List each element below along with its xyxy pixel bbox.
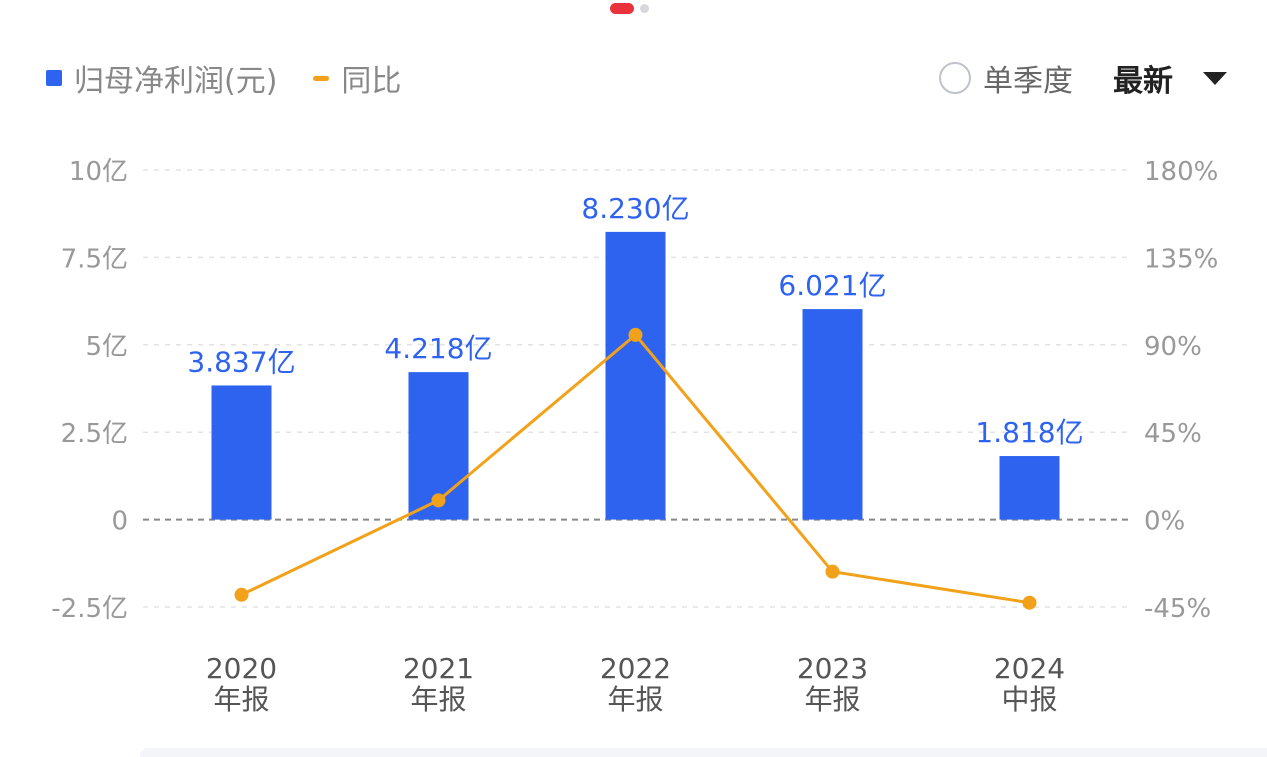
page-dot	[640, 4, 649, 13]
left-axis-tick-label: 10亿	[69, 157, 128, 187]
period-select[interactable]: 最新	[1113, 64, 1173, 99]
right-axis-tick-label: -45%	[1144, 594, 1211, 624]
bar	[211, 385, 272, 520]
bar-data-label: 4.218亿	[384, 332, 492, 365]
page-dot-active	[610, 3, 634, 14]
left-axis-tick-label: 7.5亿	[61, 244, 128, 274]
right-axis-tick-label: 45%	[1144, 419, 1202, 449]
yoy-point	[628, 327, 643, 342]
bar-data-label: 3.837亿	[187, 345, 295, 378]
bar-legend-swatch	[46, 70, 62, 86]
yoy-point	[1022, 595, 1037, 610]
bar-legend-label: 归母净利润(元)	[74, 64, 278, 99]
left-axis-tick-label: 2.5亿	[61, 419, 128, 449]
bottom-panel-edge	[140, 748, 1267, 757]
x-axis-tick-label: 2022 年报	[600, 652, 671, 716]
bar	[999, 456, 1060, 520]
radio-icon[interactable]	[939, 62, 971, 94]
left-axis-tick-label: 0	[111, 507, 128, 537]
chart-controls: 单季度 最新	[939, 56, 1227, 100]
yoy-point	[431, 493, 446, 508]
right-axis-tick-label: 135%	[1144, 244, 1218, 274]
left-axis-tick-label: -2.5亿	[51, 594, 128, 624]
caret-down-icon[interactable]	[1203, 71, 1227, 85]
single-quarter-toggle[interactable]: 单季度	[983, 64, 1073, 99]
right-axis-tick-label: 180%	[1144, 157, 1218, 187]
x-axis-tick-label: 2024 中报	[994, 652, 1065, 716]
bar-data-label: 8.230亿	[581, 192, 689, 225]
line-legend-label: 同比	[341, 64, 402, 99]
yoy-point	[234, 587, 249, 602]
bar	[605, 231, 666, 520]
right-axis-tick-label: 0%	[1144, 507, 1185, 537]
x-axis-tick-label: 2023 年报	[797, 652, 868, 716]
left-axis-tick-label: 5亿	[85, 332, 128, 362]
bar-data-label: 6.021亿	[778, 269, 886, 302]
page-indicator	[610, 3, 649, 14]
bar-data-label: 1.818亿	[975, 416, 1083, 449]
line-legend-swatch	[313, 75, 330, 81]
chart-legend: 归母净利润(元) 同比	[46, 56, 401, 100]
x-axis-tick-label: 2020 年报	[206, 652, 277, 716]
x-axis-tick-label: 2021 年报	[403, 652, 474, 716]
yoy-point	[825, 564, 840, 579]
bar	[802, 309, 863, 520]
right-axis-tick-label: 90%	[1144, 332, 1202, 362]
